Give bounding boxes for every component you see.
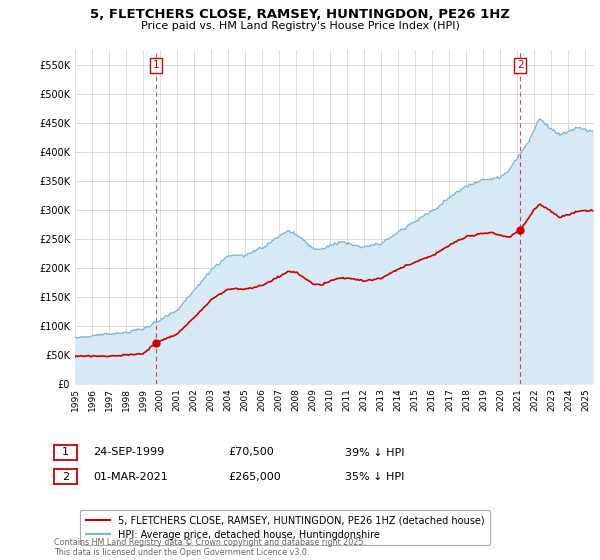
Text: 2: 2: [517, 60, 524, 71]
Text: 24-SEP-1999: 24-SEP-1999: [93, 447, 164, 458]
Text: Price paid vs. HM Land Registry's House Price Index (HPI): Price paid vs. HM Land Registry's House …: [140, 21, 460, 31]
Text: £265,000: £265,000: [228, 472, 281, 482]
Text: 5, FLETCHERS CLOSE, RAMSEY, HUNTINGDON, PE26 1HZ: 5, FLETCHERS CLOSE, RAMSEY, HUNTINGDON, …: [90, 8, 510, 21]
Text: 39% ↓ HPI: 39% ↓ HPI: [345, 447, 404, 458]
Text: Contains HM Land Registry data © Crown copyright and database right 2025.
This d: Contains HM Land Registry data © Crown c…: [54, 538, 366, 557]
Text: 1: 1: [62, 447, 69, 458]
Text: £70,500: £70,500: [228, 447, 274, 458]
Text: 01-MAR-2021: 01-MAR-2021: [93, 472, 168, 482]
Legend: 5, FLETCHERS CLOSE, RAMSEY, HUNTINGDON, PE26 1HZ (detached house), HPI: Average : 5, FLETCHERS CLOSE, RAMSEY, HUNTINGDON, …: [80, 510, 490, 545]
Text: 35% ↓ HPI: 35% ↓ HPI: [345, 472, 404, 482]
Text: 1: 1: [152, 60, 159, 71]
Text: 2: 2: [62, 472, 69, 482]
